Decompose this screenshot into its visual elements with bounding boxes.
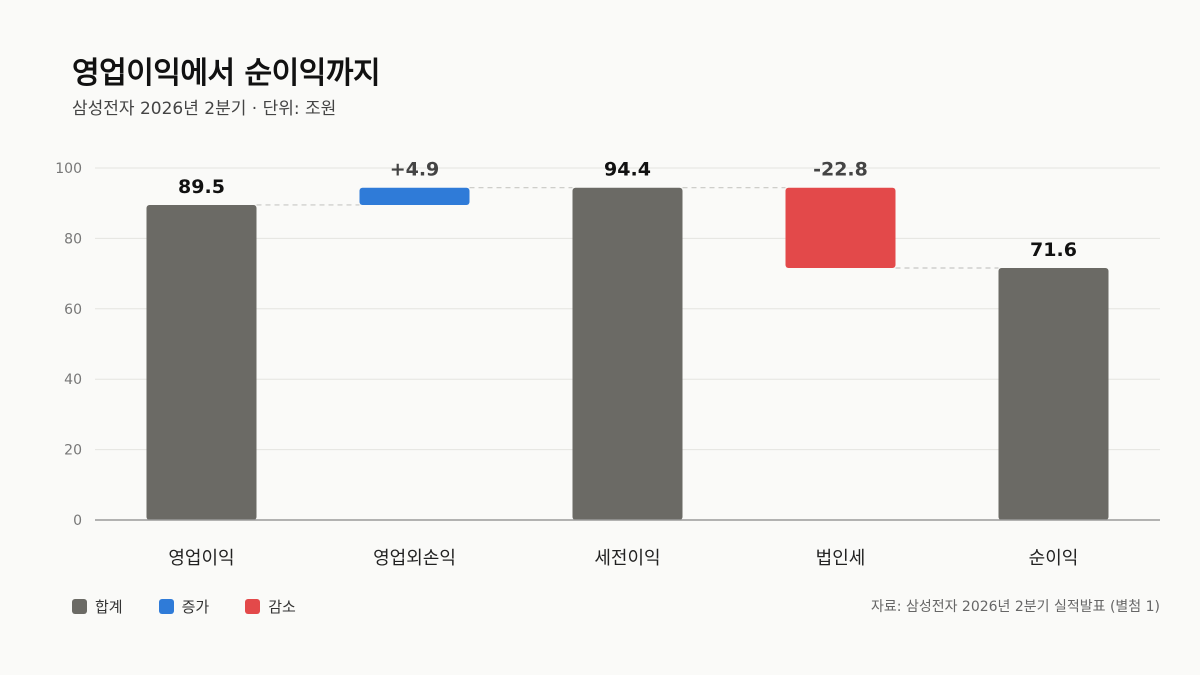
legend-label-increase: 증가 [181,598,210,616]
bar-영업외손익 [359,187,470,205]
x-tick-label: 법인세 [816,548,866,569]
chart-title: 영업이익에서 순이익까지 [72,56,381,91]
chart-subtitle: 삼성전자 2026년 2분기 · 단위: 조원 [72,99,337,119]
data-label: 71.6 [1030,239,1077,261]
y-tick-label: 80 [64,231,82,247]
bar-순이익 [998,267,1109,520]
legend-label-total: 합계 [95,598,123,616]
bar-법인세 [785,187,896,268]
data-label: -22.8 [813,159,868,181]
x-tick-label: 순이익 [1029,548,1079,569]
legend-swatch-increase [158,599,174,614]
x-tick-label: 영업외손익 [373,548,456,569]
legend-item-increase: 증가 [158,596,210,617]
source-note: 자료: 삼성전자 2026년 2분기 실적발표 (별첨 1) [871,599,1160,615]
y-tick-label: 60 [64,302,82,318]
legend-item-total: 합계 [72,596,123,617]
legend: 합계 증가 감소 [72,596,296,617]
x-tick-label: 세전이익 [594,548,660,569]
data-label: 89.5 [178,176,225,198]
data-label: +4.9 [390,159,440,181]
legend-label-decrease: 감소 [268,598,296,616]
y-tick-label: 100 [55,161,82,177]
y-tick-label: 40 [64,372,82,388]
y-tick-label: 20 [64,443,82,459]
bar-영업이익 [146,204,257,520]
legend-item-decrease: 감소 [245,596,296,617]
y-tick-label: 0 [73,513,82,529]
bar-세전이익 [572,187,683,520]
legend-swatch-decrease [245,599,261,614]
data-label: 94.4 [604,159,651,181]
x-tick-label: 영업이익 [168,548,234,569]
legend-swatch-total [72,599,87,614]
